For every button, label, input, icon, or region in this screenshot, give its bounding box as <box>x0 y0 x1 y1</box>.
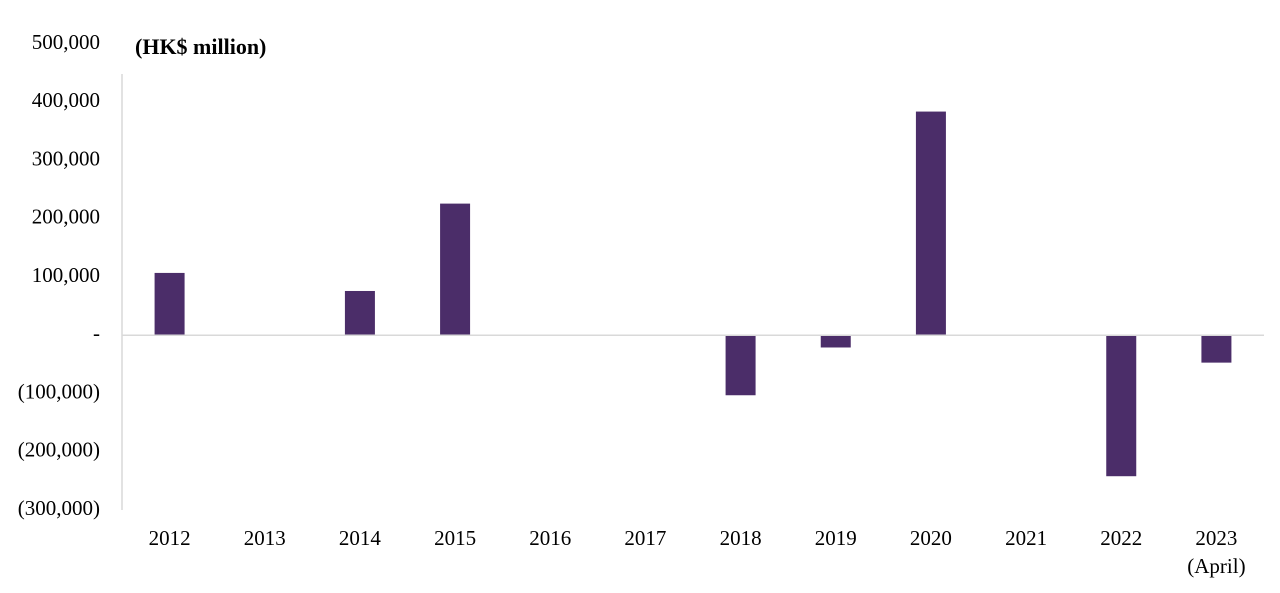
bar <box>1201 335 1232 363</box>
bars <box>154 111 1232 477</box>
y-tick-label: (200,000) <box>18 438 100 462</box>
bar <box>725 335 756 396</box>
x-tick-label: 2019 <box>815 526 857 550</box>
x-axis: 2012 2013 2014 2015 2016 2017 2018 2019 2020 2021… <box>122 334 1264 578</box>
bar <box>154 272 185 336</box>
unit-label: (HK$ million) <box>135 34 266 59</box>
bar <box>344 290 375 336</box>
x-tick-label: (April) <box>1187 554 1245 578</box>
x-tick-label: 2013 <box>244 526 286 550</box>
x-tick-label: 2021 <box>1005 526 1047 550</box>
y-tick-label: 100,000 <box>32 263 100 287</box>
y-tick-label: (300,000) <box>18 496 100 520</box>
bar <box>820 335 851 348</box>
x-tick-label: 2016 <box>529 526 571 550</box>
x-tick-label: 2018 <box>720 526 762 550</box>
bar <box>915 111 946 336</box>
y-tick-label: (100,000) <box>18 379 100 403</box>
bar <box>440 203 471 336</box>
y-tick-label: 200,000 <box>32 205 100 229</box>
x-tick-label: 2014 <box>339 526 382 550</box>
x-tick-label: 2022 <box>1100 526 1142 550</box>
y-tick-label: 300,000 <box>32 146 100 170</box>
y-tick-label: 500,000 <box>32 30 100 54</box>
bar <box>1106 335 1137 477</box>
x-tick-label: 2012 <box>149 526 191 550</box>
x-tick-label: 2017 <box>624 526 666 550</box>
y-tick-label: - <box>93 321 100 345</box>
x-tick-label: 2020 <box>910 526 952 550</box>
y-axis: 500,000 400,000 300,000 200,000 100,000 - (100… <box>18 30 123 520</box>
x-tick-label: 2023 <box>1195 526 1237 550</box>
y-tick-label: 400,000 <box>32 88 100 112</box>
x-tick-label: 2015 <box>434 526 476 550</box>
